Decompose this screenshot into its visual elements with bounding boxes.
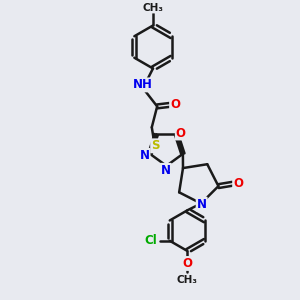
Text: N: N <box>161 164 171 177</box>
Text: N: N <box>140 149 150 162</box>
Text: O: O <box>170 98 180 111</box>
Text: CH₃: CH₃ <box>142 3 164 13</box>
Text: O: O <box>182 257 192 270</box>
Text: O: O <box>176 127 186 140</box>
Text: Cl: Cl <box>145 234 158 247</box>
Text: CH₃: CH₃ <box>177 275 198 286</box>
Text: NH: NH <box>133 78 153 92</box>
Text: O: O <box>233 177 243 190</box>
Text: N: N <box>196 198 207 211</box>
Text: S: S <box>151 139 160 152</box>
